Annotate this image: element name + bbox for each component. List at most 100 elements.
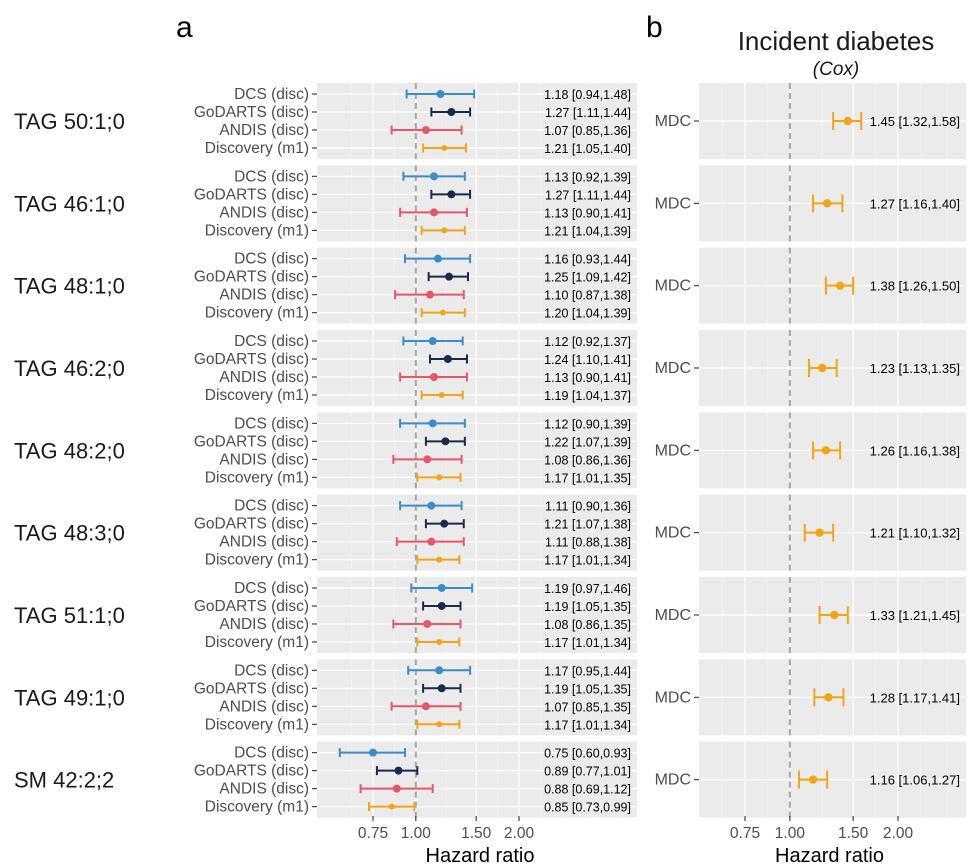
panel-a-row-label: DCS (disc) [234,745,309,762]
panel-a-point-estimate [440,519,449,528]
panel-a-row-label: GoDARTS (disc) [194,516,309,533]
panel-a-row-label: DCS (disc) [234,415,309,432]
panel-a-row-label: DCS (disc) [234,168,309,185]
panel-b-ci-label: 1.23 [1.13,1.35] [870,361,960,376]
panel-a-facet-background [317,329,637,406]
panel-a-row-label: DCS (disc) [234,662,309,679]
panel-a-point-estimate [436,556,443,563]
panel-b-point-estimate [835,281,845,290]
panel-a-ci-label: 1.13 [0.90,1.41] [544,371,631,385]
panel-a-ci-label: 1.19 [1.05,1.35] [544,600,631,614]
panel-a-facet-background [317,412,637,489]
panel-a-row-label: DCS (disc) [234,86,309,103]
panel-a-row-label: ANDIS (disc) [219,369,309,386]
panel-a-row-label: ANDIS (disc) [219,451,309,468]
group-label: SM 42:2;2 [14,768,114,793]
panel-a-row-label: ANDIS (disc) [219,534,309,551]
panel-a-row-label: Discovery (m1) [205,222,309,239]
panel-a-facet-background [317,83,637,159]
panel-b-x-tick-label: 2.00 [883,825,914,842]
panel-a-row-label: Discovery (m1) [205,634,309,651]
panel-b-title: Incident diabetes [738,26,935,56]
panel-a-row-label: Discovery (m1) [205,469,309,486]
panel-b-letter: b [646,11,663,44]
panel-a-point-estimate [437,684,446,693]
panel-a-point-estimate [427,501,436,510]
panel-a-point-estimate [421,702,430,711]
panel-b-point-estimate [817,363,827,373]
panel-b-x-tick-label: 1.00 [775,825,806,842]
group-label: TAG 51:1;0 [14,603,125,628]
panel-a-facet-background [317,165,637,242]
panel-a-ci-label: 1.17 [0.95,1.44] [544,664,631,678]
panel-b-point-estimate [824,693,833,702]
panel-a-x-axis-label: Hazard ratio [426,845,535,867]
panel-b-ci-label: 1.26 [1.16,1.38] [870,443,960,458]
panel-a-ci-label: 1.17 [1.01,1.34] [544,554,631,568]
panel-a-ci-label: 1.07 [0.85,1.36] [544,124,631,138]
panel-a-point-estimate [443,354,452,363]
panel-a-ci-label: 1.10 [0.87,1.38] [544,289,631,303]
panel-a-point-estimate [436,90,445,98]
panel-a-row-label: GoDARTS (disc) [194,598,309,615]
panel-b-subtitle: (Cox) [813,59,859,80]
group-label: TAG 46:1;0 [14,191,125,216]
panel-a-row-label: ANDIS (disc) [219,204,309,221]
panel-a-ci-label: 1.13 [0.92,1.39] [544,170,631,184]
panel-a-ci-label: 1.27 [1.11,1.44] [545,188,631,202]
panel-b-point-estimate [822,199,832,208]
panel-a-ci-label: 1.22 [1.07,1.39] [544,435,631,449]
panel-a-point-estimate [433,254,442,263]
panel-a-ci-label: 1.27 [1.11,1.44] [545,106,631,120]
panel-a-point-estimate [430,208,439,217]
panel-a-point-estimate [426,290,435,299]
panel-a-row-label: GoDARTS (disc) [194,351,309,368]
panel-b-ci-label: 1.21 [1.10,1.32] [870,526,960,541]
panel-a-ci-label: 0.75 [0.60,0.93] [544,747,631,761]
panel-a-point-estimate [436,474,443,481]
panel-b-row-label: MDC [655,442,691,459]
panel-a-point-estimate [436,638,443,645]
panel-a-row-label: ANDIS (disc) [219,287,309,304]
group-label: TAG 48:2;0 [14,438,125,463]
panel-a-point-estimate [423,455,432,464]
panel-a-row-label: Discovery (m1) [205,716,309,733]
panel-a-point-estimate [441,437,450,446]
panel-b-ci-label: 1.33 [1.21,1.45] [870,608,960,623]
panel-a-x-tick-label: 2.00 [504,825,535,842]
panel-a-row-label: ANDIS (disc) [219,616,309,633]
panel-b: MDC 1.45 [1.32,1.58] MDC 1.27 [1.16,1.40] MD… [655,83,966,842]
panel-b-x-axis-label: Hazard ratio [775,845,884,867]
panel-a-point-estimate [441,227,448,234]
panel-a-point-estimate [447,190,456,199]
panel-b-ci-label: 1.16 [1.06,1.27] [870,773,960,788]
panel-b-point-estimate [808,775,818,784]
panel-a-point-estimate [439,309,446,316]
panel-b-point-estimate [815,528,824,537]
panel-a-row-label: ANDIS (disc) [219,781,309,798]
panel-b-row-label: MDC [655,772,691,789]
panel-a-point-estimate [447,108,456,116]
panel-a-point-estimate [423,619,432,628]
panel-a-point-estimate [436,721,443,728]
panel-b-ci-label: 1.45 [1.32,1.58] [870,114,960,129]
group-label: TAG 48:1;0 [14,274,125,299]
panel-a-row-label: GoDARTS (disc) [194,680,309,697]
panel-b-row-label: MDC [655,195,691,212]
panel-a-row-label: DCS (disc) [234,498,309,515]
group-label: TAG 48:3;0 [14,521,125,546]
panel-a-ci-label: 1.13 [0.90,1.41] [544,206,631,220]
panel-a-ci-label: 1.12 [0.90,1.39] [544,417,631,431]
panel-a-point-estimate [430,172,439,181]
panel-a-ci-label: 1.18 [0.94,1.48] [544,88,631,102]
panel-a-point-estimate [428,336,437,345]
panel-a-row-label: GoDARTS (disc) [194,269,309,286]
panel-a-row-label: Discovery (m1) [205,387,309,404]
panel-a-ci-label: 1.08 [0.86,1.36] [544,453,631,467]
panel-a-ci-label: 0.89 [0.77,1.01] [544,765,631,779]
panel-a-ci-label: 1.16 [0.93,1.44] [544,253,631,267]
panel-a-point-estimate [438,391,445,398]
panel-a-ci-label: 1.20 [1.04,1.39] [544,307,631,321]
panel-a-row-label: Discovery (m1) [205,799,309,816]
